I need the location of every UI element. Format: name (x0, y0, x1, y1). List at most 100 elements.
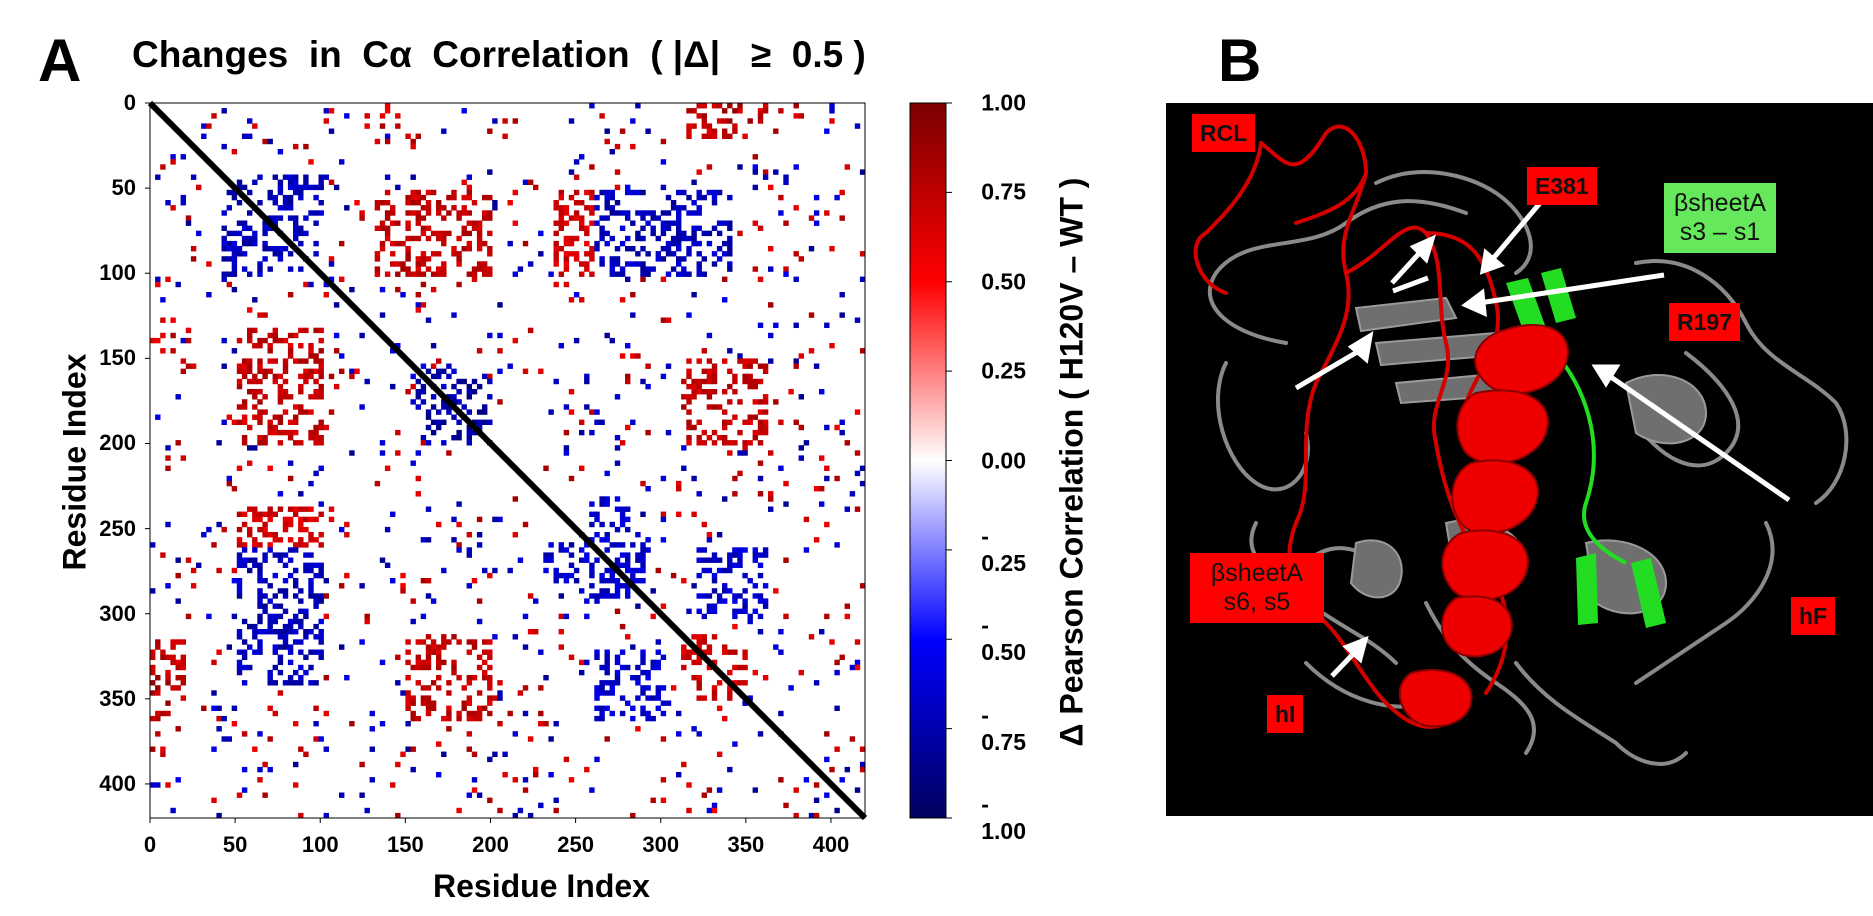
heatmap-cell (395, 286, 401, 293)
heatmap-cell (277, 215, 284, 221)
heatmap-cell (696, 383, 702, 390)
heatmap-cell (216, 521, 222, 528)
heatmap-cell (318, 532, 324, 538)
heatmap-cell (303, 516, 309, 523)
heatmap-cell (390, 782, 396, 788)
heatmap-cell (308, 588, 314, 594)
heatmap-cell (293, 225, 299, 232)
heatmap-cell (727, 695, 733, 701)
heatmap-cell (247, 644, 253, 650)
heatmap-cell (686, 251, 692, 257)
heatmap-cell (456, 501, 462, 507)
heatmap-cell (619, 225, 626, 232)
heatmap-cell (277, 184, 284, 191)
heatmap-cell (471, 675, 478, 681)
heatmap-cell (563, 210, 570, 216)
heatmap-cell (762, 103, 769, 109)
heatmap-cell (441, 271, 447, 277)
heatmap-cell (727, 399, 733, 405)
heatmap-cell (579, 588, 585, 594)
heatmap-cell (287, 460, 294, 466)
heatmap-cell (757, 399, 764, 405)
heatmap-cell (384, 271, 391, 277)
heatmap-cell (226, 475, 233, 482)
heatmap-cell (660, 225, 667, 232)
heatmap-cell (466, 715, 473, 722)
y-tick-label: 400 (99, 770, 136, 796)
heatmap-cell (686, 235, 692, 242)
heatmap-cell (665, 271, 672, 277)
heatmap-cell (339, 583, 345, 589)
heatmap-cell (793, 322, 799, 329)
heatmap-cell (829, 103, 835, 109)
heatmap-cell (313, 368, 319, 375)
heatmap-cell (277, 491, 284, 497)
heatmap-cell (558, 246, 565, 252)
heatmap-cell (584, 189, 590, 196)
heatmap-cell (538, 368, 544, 375)
heatmap-cell (257, 414, 263, 420)
heatmap-cell (476, 266, 483, 272)
heatmap-cell (436, 664, 442, 671)
heatmap-cell (257, 363, 263, 369)
heatmap-cell (287, 516, 294, 523)
heatmap-cell (737, 552, 743, 558)
heatmap-cell (241, 787, 248, 793)
heatmap-cell (390, 205, 396, 211)
heatmap-cell (384, 189, 391, 196)
heatmap-cell (584, 598, 590, 604)
heatmap-cell (844, 506, 851, 512)
heatmap-cell (420, 281, 427, 288)
heatmap-cell (701, 593, 708, 599)
heatmap-cell (742, 373, 748, 380)
heatmap-cell (247, 424, 253, 431)
heatmap-cell (645, 363, 651, 369)
heatmap-cell (604, 659, 610, 666)
heatmap-cell (696, 378, 702, 385)
heatmap-cell (824, 210, 830, 216)
heatmap-cell (716, 680, 723, 686)
heatmap-cell (415, 664, 422, 671)
heatmap-cell (298, 649, 304, 655)
heatmap-cell (604, 194, 610, 201)
heatmap-cell (190, 583, 197, 589)
heatmap-cell (640, 654, 646, 661)
heatmap-cell (492, 516, 498, 523)
heatmap-cell (201, 532, 207, 538)
heatmap-cell (287, 200, 294, 206)
heatmap-cell (267, 680, 273, 686)
heatmap-cell (277, 429, 284, 436)
heatmap-cell (425, 200, 432, 206)
heatmap-cell (318, 572, 324, 579)
heatmap-cell (691, 225, 697, 232)
heatmap-cell (247, 133, 253, 140)
heatmap-cell (272, 613, 279, 620)
heatmap-cell (410, 766, 416, 773)
heatmap-cell (293, 220, 299, 226)
heatmap-cell (640, 705, 646, 712)
heatmap-cell (614, 593, 621, 599)
heatmap-cell (599, 261, 605, 267)
heatmap-cell (737, 358, 743, 364)
heatmap-cell (681, 189, 687, 196)
heatmap-cell (676, 205, 682, 211)
heatmap-cell (604, 593, 610, 599)
heatmap-cell (522, 787, 529, 793)
heatmap-cell (640, 266, 646, 272)
heatmap-cell (272, 511, 279, 518)
heatmap-cell (625, 700, 631, 706)
heatmap-cell (287, 506, 294, 512)
heatmap-cell (252, 404, 258, 410)
heatmap-cell (696, 194, 702, 201)
heatmap-cell (752, 164, 759, 170)
heatmap-cell (568, 777, 575, 783)
heatmap-cell (630, 419, 636, 426)
heatmap-cell (298, 189, 304, 196)
heatmap-cell (630, 353, 636, 359)
heatmap-cell (165, 465, 171, 472)
heatmap-cell (231, 256, 238, 262)
heatmap-cell (599, 189, 605, 196)
heatmap-cell (819, 501, 825, 507)
heatmap-cell (298, 675, 304, 681)
heatmap-cell (813, 812, 820, 819)
